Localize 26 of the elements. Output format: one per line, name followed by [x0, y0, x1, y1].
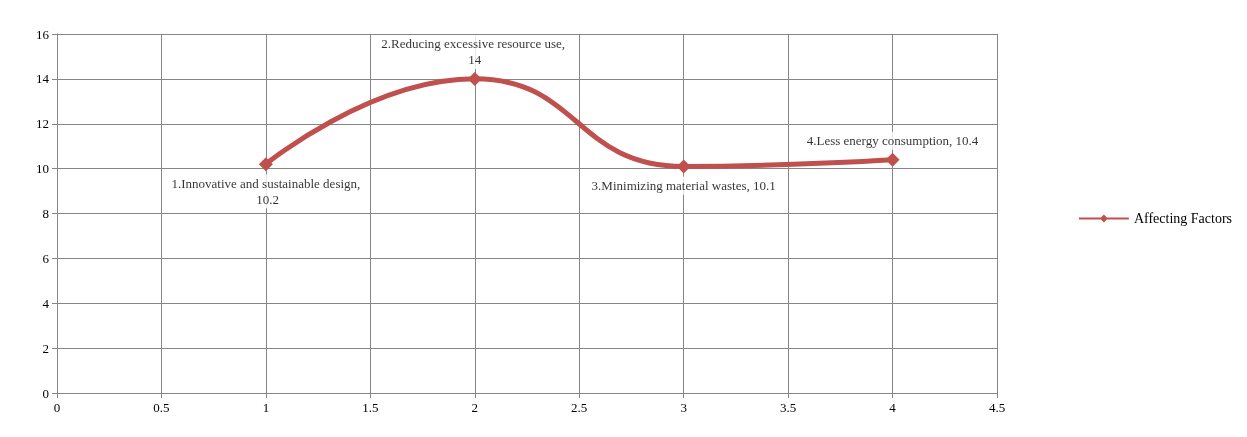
x-tick-label: 1.5 [362, 400, 379, 415]
annotation: 2.Reducing excessive resource use, 14 [381, 36, 569, 68]
x-tick-label: 4 [889, 400, 897, 415]
point [258, 157, 273, 172]
y-tick-label: 14 [36, 71, 50, 87]
x-tick-label: 3.5 [779, 400, 797, 415]
y-tick-label: 2 [42, 340, 49, 356]
x-tick-label: 3 [680, 400, 687, 415]
annotation: 4.Less energy consumption, 10.4 [806, 133, 979, 149]
point [885, 152, 900, 167]
y-tick-label: 0 [42, 385, 49, 401]
legend-label: Affecting Factors [1133, 211, 1233, 226]
x-tick-label: 2.5 [571, 400, 588, 415]
x-tick-label: 4.5 [988, 400, 1006, 415]
x-tick-label: 2 [471, 400, 479, 415]
x-tick-label: 0 [53, 400, 61, 415]
y-tick-label: 12 [36, 116, 49, 132]
y-tick-label: 10 [36, 161, 49, 177]
y-tick-label: 6 [42, 250, 50, 266]
annotation: 1.Innovative and sustainable design, 10.2 [171, 175, 361, 207]
x-tick-label: 0.5 [153, 400, 170, 415]
x-tick-label: 1 [262, 400, 270, 415]
annotation: 3.Minimizing material wastes, 10.1 [591, 177, 776, 193]
y-tick-label: 4 [42, 295, 50, 311]
y-tick-label: 8 [42, 206, 49, 221]
y-tick-label: 16 [36, 26, 50, 42]
